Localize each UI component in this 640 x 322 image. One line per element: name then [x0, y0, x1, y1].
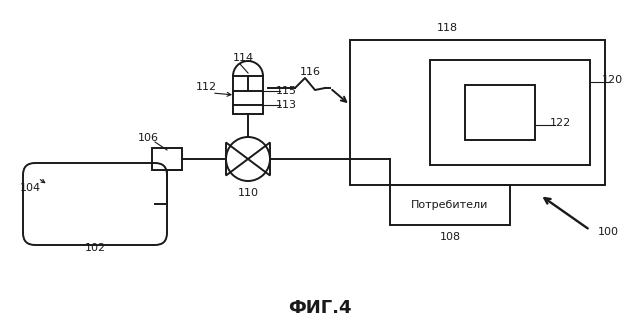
Text: ФИГ.4: ФИГ.4 [288, 299, 352, 317]
Text: 100: 100 [598, 227, 618, 237]
Text: 114: 114 [232, 53, 253, 63]
Text: 120: 120 [602, 75, 623, 85]
Text: Потребители: Потребители [412, 200, 489, 210]
Bar [233, 76, 263, 114]
Text: 102: 102 [84, 243, 106, 253]
Text: 110: 110 [237, 188, 259, 198]
Text: 112: 112 [195, 82, 216, 92]
Text: 118: 118 [436, 23, 458, 33]
Text: 104: 104 [19, 183, 40, 193]
Text: 113: 113 [275, 100, 296, 110]
Text: 108: 108 [440, 232, 461, 242]
Text: 115: 115 [275, 86, 296, 96]
Bar [350, 40, 605, 185]
Text: 106: 106 [138, 133, 159, 143]
Bar [152, 148, 182, 170]
Bar [390, 185, 510, 225]
Text: 122: 122 [549, 118, 571, 128]
Bar [430, 60, 590, 165]
Bar [465, 85, 535, 140]
Text: 116: 116 [300, 67, 321, 77]
